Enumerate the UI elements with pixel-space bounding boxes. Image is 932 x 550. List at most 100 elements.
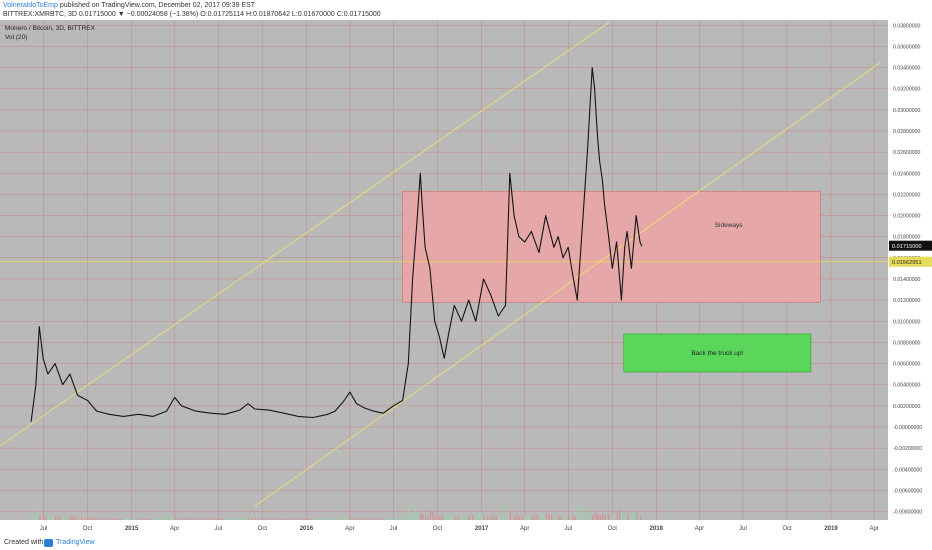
volume-bar <box>245 517 247 520</box>
volume-bar <box>57 515 59 520</box>
y-tick-label: 0.00600000 <box>893 362 921 368</box>
price-axis <box>888 20 932 536</box>
volume-bar <box>169 517 171 520</box>
x-tick-label: Jul <box>739 526 747 532</box>
volume-bar <box>636 513 638 520</box>
volume-bar <box>242 517 244 520</box>
chart-title: Monero / Bitcoin, 3D, BITTREX <box>5 25 96 32</box>
volume-bar <box>153 517 155 520</box>
volume-bar <box>480 511 483 520</box>
volume-bar <box>257 518 259 520</box>
reference-price-label: 0.01562951 <box>892 260 922 266</box>
volume-bar <box>376 518 378 520</box>
volume-bar <box>260 518 262 520</box>
volume-bar <box>181 517 183 520</box>
volume-bar <box>612 513 614 520</box>
x-tick-label: 2018 <box>650 526 664 532</box>
author-link[interactable]: VolneraldoToEmp <box>3 2 58 9</box>
buy-zone-annotation: Back the truck up! <box>691 350 743 357</box>
volume-bar <box>531 516 533 520</box>
x-tick-label: Oct <box>83 526 93 532</box>
volume-bar <box>69 515 72 520</box>
volume-bar <box>616 512 618 520</box>
volume-bar <box>184 517 186 520</box>
volume-bar <box>324 518 327 520</box>
volume-bar <box>597 515 600 520</box>
volume-bar <box>437 515 439 520</box>
x-tick-label: 2016 <box>300 526 314 532</box>
volume-bar <box>233 517 236 520</box>
volume-bar <box>487 516 489 520</box>
footer: Created with TradingView <box>0 536 932 550</box>
volume-bar <box>386 517 388 520</box>
volume-bar <box>627 513 629 520</box>
volume-bar <box>454 516 456 520</box>
volume-bar <box>112 518 114 520</box>
volume-bar <box>498 516 500 520</box>
volume-bar <box>495 515 497 520</box>
volume-bar <box>266 518 268 520</box>
y-tick-label: 0.03800000 <box>893 23 921 29</box>
volume-bar <box>514 515 516 520</box>
volume-bar <box>93 517 95 520</box>
volume-bar <box>592 515 594 520</box>
reference-price-badge <box>889 256 932 267</box>
volume-bar <box>524 516 526 520</box>
y-tick-label: 0.02400000 <box>893 171 921 177</box>
volume-bar <box>286 518 288 520</box>
current-price-label: 0.01715000 <box>892 244 922 250</box>
volume-bar <box>247 517 250 520</box>
y-tick-label: 0.01200000 <box>893 298 921 304</box>
time-axis <box>0 520 888 536</box>
volume-bar <box>335 517 337 520</box>
volume-bar <box>198 518 200 520</box>
volume-bar <box>178 517 180 520</box>
y-tick-label: 0.01000000 <box>893 319 921 325</box>
volume-bar <box>429 510 432 520</box>
volume-bar <box>509 512 512 520</box>
volume-bar <box>468 515 470 520</box>
volume-bar <box>132 518 134 520</box>
volume-bar <box>227 517 230 520</box>
volume-bar <box>577 506 579 520</box>
tradingview-brand[interactable]: TradingView <box>56 539 95 546</box>
y-tick-label: -0.00200000 <box>893 446 922 452</box>
volume-bar <box>536 514 538 520</box>
volume-bar <box>96 517 98 520</box>
volume-bar <box>39 515 41 520</box>
volume-bar <box>147 518 149 520</box>
volume-bar <box>60 515 62 520</box>
x-tick-label: Jul <box>564 526 572 532</box>
volume-bar <box>344 517 346 520</box>
volume-bar <box>533 514 536 520</box>
y-tick-label: 0.02200000 <box>893 192 921 198</box>
y-tick-label: -0.00000000 <box>893 425 922 431</box>
x-tick-label: 2017 <box>475 526 489 532</box>
volume-bar <box>62 516 64 520</box>
sideways-range-box <box>402 190 821 303</box>
volume-bar <box>80 517 83 520</box>
volume-bar <box>72 515 74 520</box>
volume-bar <box>399 517 401 520</box>
volume-bar <box>568 516 570 520</box>
volume-bar <box>551 515 553 520</box>
x-axis-labels: Jul Oct 2015 Apr Jul Oct 2016 Apr Jul Oct 2017 Apr J… <box>40 526 879 532</box>
volume-bar <box>493 514 495 520</box>
x-tick-label: Apr <box>345 526 354 532</box>
volume-bar <box>594 512 596 520</box>
published-text: published on TradingView.com, December 0… <box>59 2 256 9</box>
volume-bar <box>640 516 642 520</box>
volume-bar <box>439 515 441 520</box>
publish-line: VolneraldoToEmp published on TradingView… <box>3 1 255 10</box>
volume-bar <box>31 513 33 520</box>
volume-bar <box>316 518 318 520</box>
volume-bar <box>51 516 53 520</box>
volume-bar <box>461 514 463 520</box>
volume-bar <box>604 515 606 520</box>
x-tick-label: Jul <box>214 526 222 532</box>
volume-bar <box>359 517 361 520</box>
volume-bar <box>210 518 212 520</box>
volume-bar <box>251 517 253 520</box>
volume-bar <box>521 517 523 520</box>
